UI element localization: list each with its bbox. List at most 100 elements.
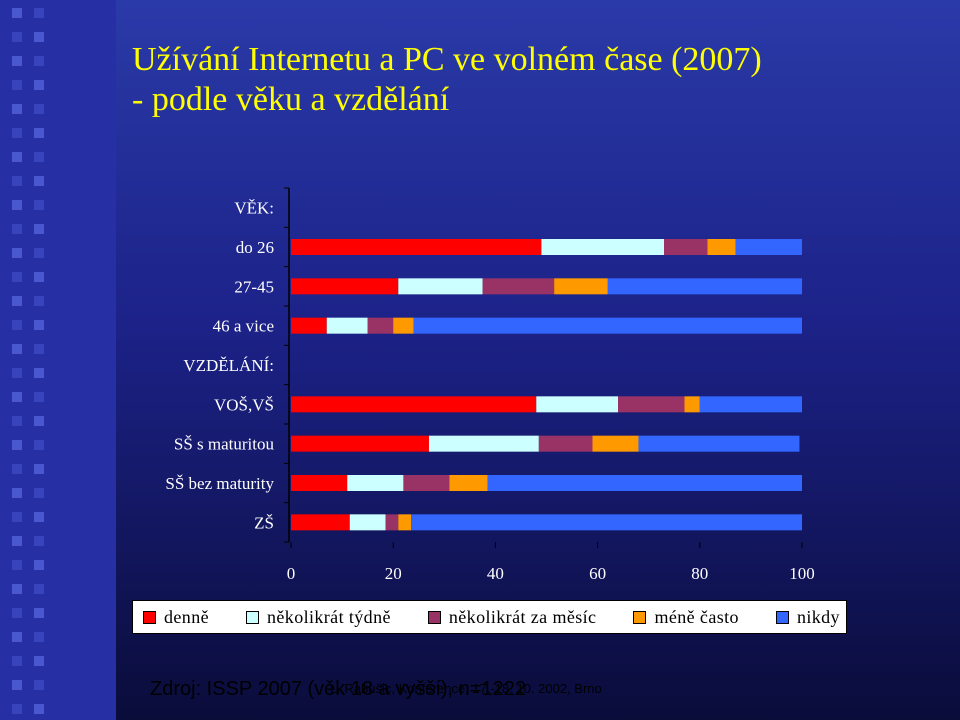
decorative-square: [34, 368, 44, 378]
decorative-square: [12, 416, 22, 426]
x-tick-label: 80: [691, 564, 708, 583]
bar-segment: [398, 278, 483, 295]
decorative-square: [34, 656, 44, 666]
decorative-square: [34, 584, 44, 594]
bar-segment: [684, 396, 700, 413]
decorative-square: [34, 680, 44, 690]
bar-segment: [413, 317, 802, 334]
bar-segment: [428, 435, 539, 452]
legend-label-3: méně často: [654, 606, 739, 627]
decorative-square: [12, 536, 22, 546]
bar-segment: [618, 396, 685, 413]
decorative-square: [12, 176, 22, 186]
decorative-square: [12, 680, 22, 690]
x-tick-label: 20: [385, 564, 402, 583]
bar-segment: [482, 278, 555, 295]
decorative-square: [34, 704, 44, 714]
decorative-square: [34, 488, 44, 498]
decorative-square: [12, 608, 22, 618]
decorative-square: [12, 56, 22, 66]
decorative-square: [12, 320, 22, 330]
stacked-bar-chart: VĚK: do 26 27-45 46 a vice VZDĚLÁNÍ: VOŠ,VŠ SŠ…: [165, 187, 803, 583]
category-label: do 26: [236, 238, 274, 257]
bar-segment: [291, 239, 542, 255]
bar-segment: [326, 317, 368, 334]
decorative-square: [12, 560, 22, 570]
decorative-square: [34, 224, 44, 234]
bar-segment: [538, 435, 593, 452]
bar-segment: [291, 396, 537, 413]
footer-note: L. Rabušic, Konference, 17.-18. 10. 2002…: [330, 681, 602, 696]
source-note: Zdroj: ISSP 2007 (věk 18 a vyšší), n=122…: [150, 678, 526, 700]
category-label: SŠ bez maturity: [165, 474, 274, 493]
bar-segment: [699, 396, 802, 413]
category-label: VĚK:: [234, 199, 274, 218]
decorative-square: [12, 344, 22, 354]
legend-label-0: denně: [164, 606, 209, 627]
legend-label-2: několikrát za měsíc: [448, 606, 597, 627]
decorative-square: [12, 32, 22, 42]
bar-segment: [536, 396, 619, 413]
decorative-square: [12, 296, 22, 306]
chart-legend: denně několikrát týdně několikrát za měs…: [132, 600, 847, 634]
bar-segment: [554, 278, 608, 295]
decorative-square: [12, 128, 22, 138]
bar-segment: [398, 514, 412, 531]
decorative-square: [12, 392, 22, 402]
category-label: VZDĚLÁNÍ:: [183, 356, 274, 375]
decorative-square: [12, 224, 22, 234]
bar-segment: [393, 317, 414, 334]
bar-segment: [403, 475, 450, 491]
category-label: ZŠ: [254, 513, 274, 532]
decorative-square: [34, 176, 44, 186]
decorative-square: [34, 32, 44, 42]
bar-segment: [607, 278, 802, 295]
x-tick-label: 40: [487, 564, 504, 583]
slide-title: Užívání Internetu a PC ve volném čase (2…: [132, 40, 932, 120]
category-label: VOŠ,VŠ: [214, 395, 274, 414]
decorative-square: [12, 632, 22, 642]
legend-label-1: několikrát týdně: [267, 606, 391, 627]
decorative-square: [34, 416, 44, 426]
bar-segment: [592, 435, 639, 452]
decorative-square: [12, 512, 22, 522]
decorative-square: [34, 296, 44, 306]
legend-swatch-0: [143, 610, 156, 624]
bar-segment: [638, 435, 800, 452]
legend-item-0: denně: [143, 607, 209, 628]
bar-segment: [291, 435, 429, 452]
decorative-square: [12, 704, 22, 714]
decorative-square: [34, 632, 44, 642]
decorative-square: [12, 488, 22, 498]
decorative-square: [34, 512, 44, 522]
bar-segment: [541, 239, 665, 255]
bar-segment: [735, 239, 802, 255]
legend-item-4: nikdy: [775, 606, 840, 628]
bar-segment: [291, 278, 399, 295]
bar-segment: [707, 239, 736, 255]
bar-segment: [449, 475, 488, 491]
legend-swatch-2: [427, 610, 441, 624]
decorative-square: [12, 80, 22, 90]
decorative-square: [12, 152, 22, 162]
decorative-square: [34, 80, 44, 90]
decorative-square: [12, 440, 22, 450]
bar-segment: [385, 514, 399, 531]
legend-item-2: několikrát za měsíc: [427, 606, 597, 628]
decorative-square: [34, 128, 44, 138]
decorative-square: [34, 320, 44, 330]
decorative-square: [34, 392, 44, 402]
title-line-1: Užívání Internetu a PC ve volném čase (2…: [132, 41, 762, 78]
decorative-square: [12, 272, 22, 282]
x-tick-label: 60: [589, 564, 606, 583]
bar-segment: [291, 317, 327, 334]
decorative-square: [12, 368, 22, 378]
bar-segment: [487, 475, 802, 491]
legend-item-3: méně často: [633, 606, 739, 628]
category-label: 27-45: [234, 277, 274, 296]
legend-label-4: nikdy: [796, 606, 840, 627]
decorative-square: [12, 248, 22, 258]
decorative-square: [34, 560, 44, 570]
legend-swatch-1: [246, 610, 259, 624]
decorative-square: [34, 152, 44, 162]
